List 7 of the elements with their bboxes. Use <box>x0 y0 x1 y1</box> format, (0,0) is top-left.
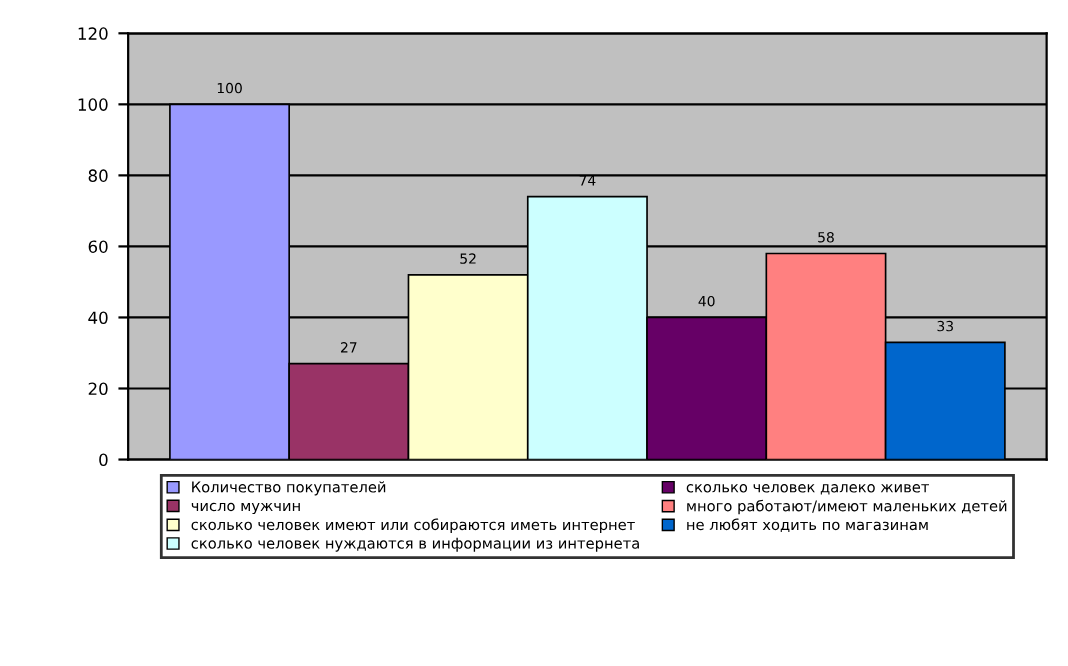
y-tick-label: 120 <box>78 27 108 40</box>
y-tick-label: 0 <box>99 453 108 467</box>
y-tick-label: 60 <box>88 240 108 253</box>
y-tick-label: 80 <box>88 169 108 182</box>
y-tick-label: 40 <box>88 311 108 325</box>
y-tick-label: 100 <box>78 98 108 111</box>
y-tick-label: 20 <box>88 382 108 396</box>
